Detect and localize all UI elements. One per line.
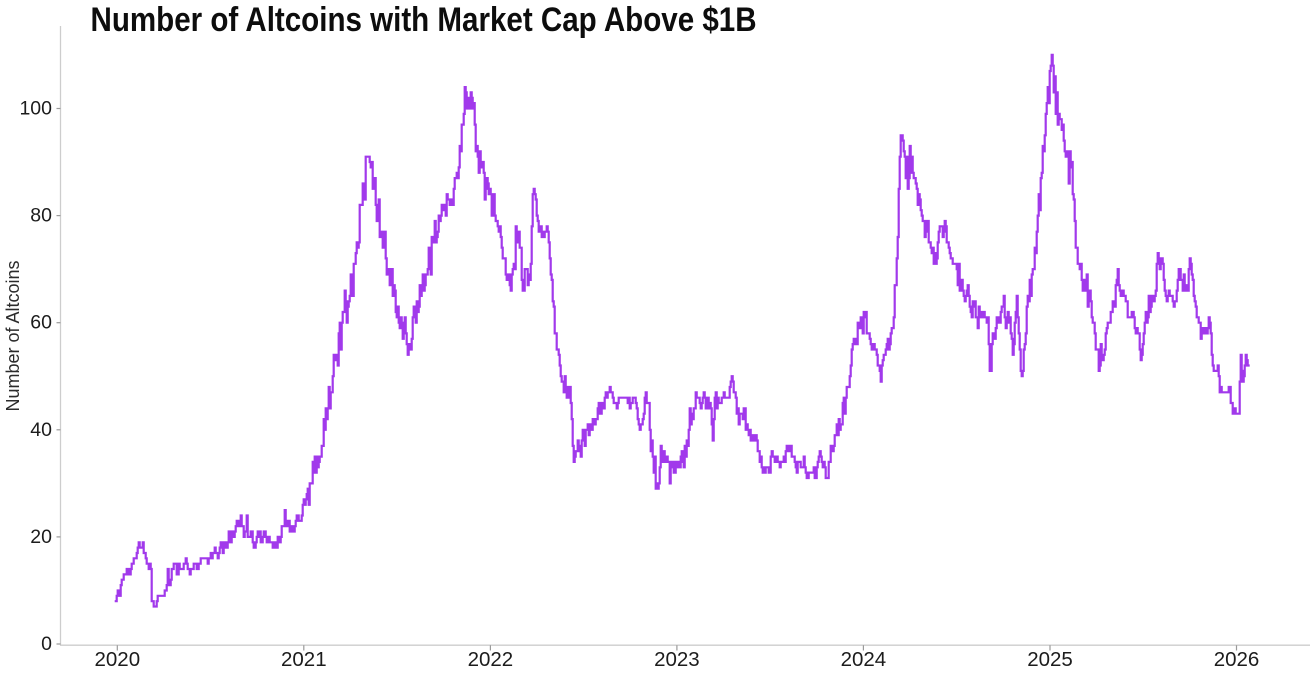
svg-text:2026: 2026 (1214, 648, 1260, 671)
svg-text:Number of Altcoins: Number of Altcoins (3, 260, 23, 411)
svg-text:2023: 2023 (654, 648, 700, 671)
svg-text:2024: 2024 (841, 648, 887, 671)
svg-text:100: 100 (19, 98, 52, 120)
svg-text:80: 80 (30, 205, 52, 227)
svg-text:0: 0 (41, 633, 52, 655)
svg-text:2021: 2021 (281, 648, 327, 671)
svg-text:60: 60 (30, 312, 52, 334)
svg-text:2022: 2022 (468, 648, 514, 671)
svg-text:2025: 2025 (1027, 648, 1073, 671)
svg-text:2020: 2020 (94, 648, 140, 671)
svg-text:40: 40 (30, 419, 52, 441)
svg-text:Number of Altcoins with Market: Number of Altcoins with Market Cap Above… (91, 0, 757, 39)
svg-text:20: 20 (30, 526, 52, 548)
